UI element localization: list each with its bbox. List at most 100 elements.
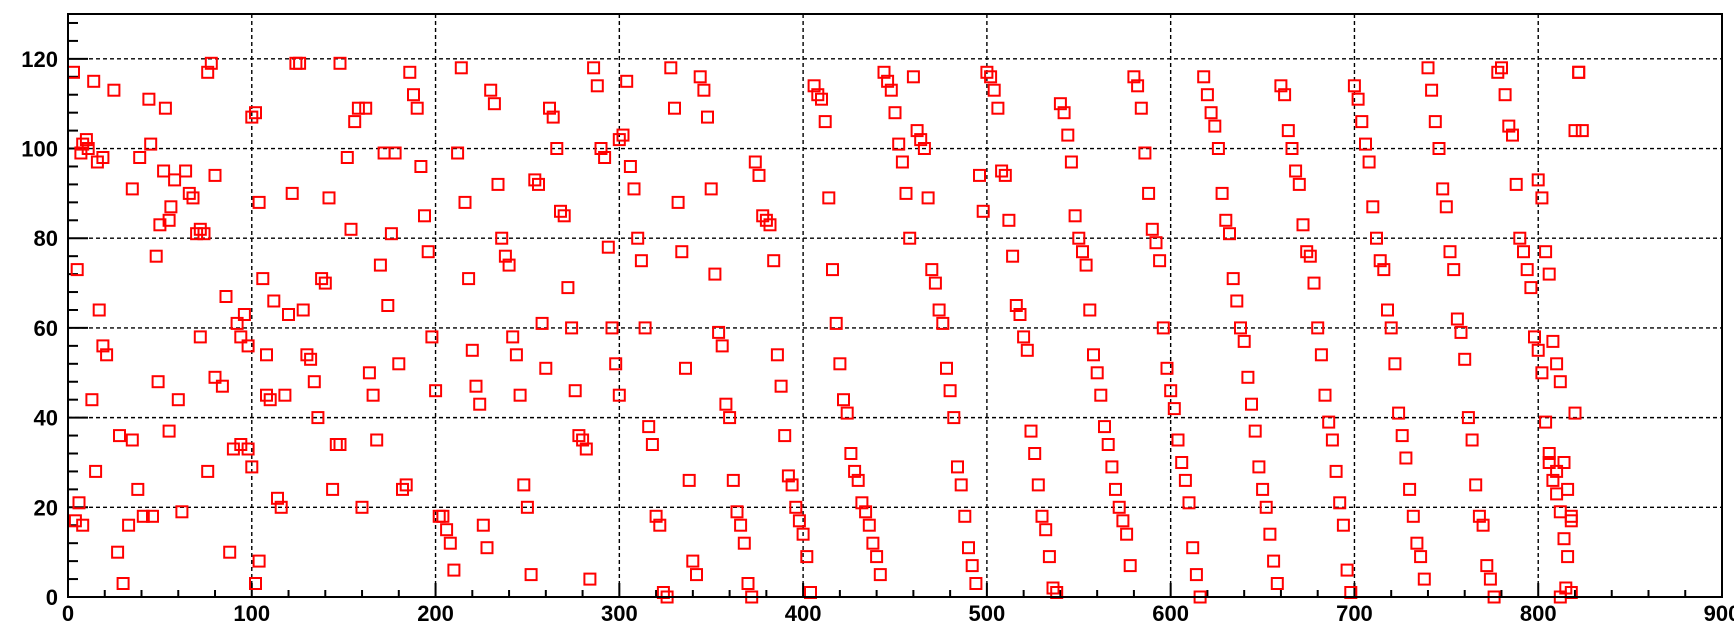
data-point: [407, 88, 420, 102]
data-point: [1564, 509, 1578, 523]
data-point: [792, 514, 806, 528]
data-point: [451, 146, 465, 160]
data-point: [1200, 88, 1214, 102]
data-point: [469, 379, 483, 393]
data-point: [1550, 464, 1564, 478]
data-point: [113, 429, 126, 443]
data-point: [1090, 366, 1104, 380]
data-point: [557, 209, 571, 223]
data-point: [193, 330, 207, 344]
data-point: [866, 536, 880, 550]
data-point: [682, 473, 696, 487]
data-point: [1215, 186, 1229, 200]
data-point: [1458, 352, 1472, 366]
data-point: [943, 384, 957, 398]
data-point: [326, 482, 340, 496]
data-point: [162, 424, 176, 438]
data-point: [1120, 527, 1134, 541]
data-point: [241, 339, 255, 353]
data-point: [1524, 281, 1538, 295]
data-point: [1506, 128, 1519, 142]
data-point: [1362, 155, 1376, 169]
data-point: [201, 464, 215, 478]
data-point: [881, 74, 895, 88]
data-point: [278, 388, 292, 402]
data-point: [734, 518, 748, 532]
data-point: [1403, 482, 1417, 496]
data-point: [157, 164, 171, 178]
data-point: [175, 505, 189, 519]
y-tick-label: 0: [46, 585, 58, 610]
data-point: [76, 518, 90, 532]
data-point: [1539, 245, 1553, 259]
data-point: [1432, 142, 1446, 155]
data-point: [436, 509, 450, 523]
data-point: [164, 200, 178, 214]
data-point: [642, 420, 656, 434]
data-point: [458, 195, 472, 209]
data-point: [1450, 312, 1464, 326]
data-point: [1292, 177, 1306, 191]
data-point: [1167, 402, 1181, 416]
data-point: [818, 115, 832, 129]
data-point: [1509, 177, 1523, 191]
data-point: [381, 299, 395, 312]
data-point: [1002, 213, 1016, 227]
y-tick-label: 60: [34, 316, 58, 341]
data-point: [925, 263, 939, 277]
data-point: [179, 164, 193, 178]
data-point: [201, 65, 215, 79]
data-point: [344, 222, 358, 236]
data-point: [1109, 482, 1122, 496]
data-point: [1072, 231, 1086, 245]
data-point: [748, 155, 762, 169]
data-point: [767, 254, 781, 268]
data-point: [1406, 509, 1420, 523]
data-point: [1561, 550, 1575, 564]
data-point: [679, 361, 692, 375]
data-point: [675, 245, 689, 259]
data-point: [208, 370, 222, 384]
data-point: [1542, 447, 1556, 460]
data-point: [583, 572, 597, 586]
data-point: [1351, 92, 1365, 106]
data-point: [144, 137, 158, 151]
data-point: [815, 92, 828, 106]
data-point: [111, 545, 125, 559]
data-point: [1061, 128, 1075, 142]
y-tick-label: 80: [34, 226, 58, 251]
x-tick-label: 300: [601, 601, 638, 626]
data-point: [1329, 464, 1343, 478]
data-point: [579, 442, 593, 456]
data-point: [833, 357, 847, 371]
data-point: [215, 379, 229, 393]
data-point: [81, 142, 95, 155]
data-point: [1053, 97, 1067, 111]
data-point: [940, 361, 953, 375]
data-point: [296, 303, 310, 317]
data-point: [252, 195, 266, 209]
data-point: [870, 550, 884, 564]
data-point: [774, 379, 788, 393]
data-point: [454, 61, 468, 75]
data-point: [322, 191, 336, 205]
data-point: [1370, 231, 1383, 245]
data-point: [260, 348, 273, 362]
data-point: [168, 173, 182, 187]
data-point: [730, 505, 744, 519]
data-point: [491, 177, 505, 191]
data-point: [1138, 146, 1152, 160]
data-point: [256, 272, 270, 286]
data-point: [245, 460, 259, 474]
data-point: [576, 433, 590, 447]
data-point: [1020, 343, 1034, 357]
data-point: [1557, 456, 1571, 469]
data-point: [921, 191, 935, 205]
data-point: [1388, 357, 1402, 371]
data-point: [1498, 88, 1512, 102]
data-point: [1068, 209, 1082, 223]
data-point: [715, 339, 729, 353]
data-point: [1112, 500, 1126, 514]
data-point: [133, 151, 147, 164]
data-point: [241, 442, 255, 456]
